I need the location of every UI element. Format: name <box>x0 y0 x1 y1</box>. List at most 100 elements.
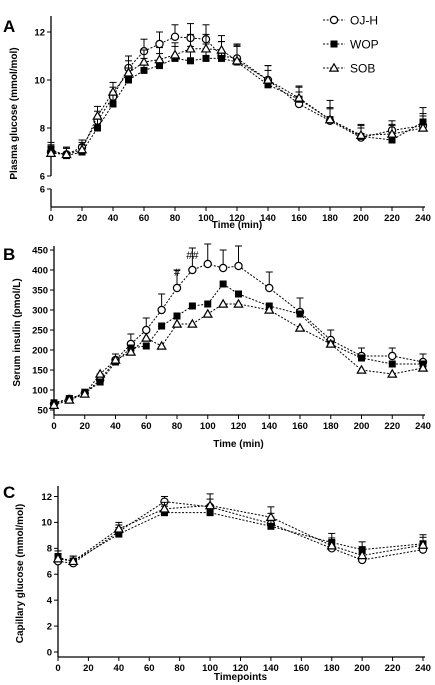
data-point <box>115 530 123 538</box>
data-point <box>171 318 183 328</box>
legend-label: SOB <box>350 62 375 76</box>
data-point <box>96 378 104 386</box>
data-point <box>109 100 117 108</box>
x-tick-label: 160 <box>292 421 308 432</box>
data-point <box>154 54 165 64</box>
data-point <box>216 44 227 54</box>
y-tick-label: 10 <box>34 75 45 86</box>
data-point <box>172 283 182 293</box>
y-tick-label: 2 <box>47 621 52 632</box>
data-point <box>356 364 367 374</box>
data-point <box>358 354 365 362</box>
x-tick-label: 20 <box>77 213 88 224</box>
data-point <box>188 302 196 310</box>
x-tick-label: 200 <box>353 213 369 224</box>
data-point <box>417 362 429 372</box>
data-point <box>52 553 64 563</box>
x-tick-label: 60 <box>144 663 155 674</box>
x-tick-label: 200 <box>354 663 370 674</box>
panel-letter: B <box>3 245 15 264</box>
data-point <box>264 81 272 89</box>
data-point <box>187 57 194 65</box>
data-point <box>218 54 225 62</box>
data-point <box>219 280 227 288</box>
y-tick-label: 0 <box>47 647 52 658</box>
annotation: ## <box>186 250 199 262</box>
data-point <box>113 523 125 533</box>
data-point <box>231 55 243 65</box>
data-point <box>326 540 337 550</box>
data-point <box>234 261 243 271</box>
series-sob <box>45 33 429 159</box>
x-tick-label: 180 <box>324 663 340 674</box>
data-point <box>187 318 198 328</box>
legend-marker <box>329 15 339 25</box>
x-tick-label: 0 <box>55 663 60 674</box>
data-point <box>203 259 212 269</box>
y-tick-label: 150 <box>32 365 48 376</box>
y-tick-label: 450 <box>32 245 48 256</box>
series-sob <box>52 493 429 566</box>
data-point <box>206 509 214 517</box>
data-point <box>265 511 277 521</box>
data-point <box>204 500 216 510</box>
y-tick-label: 300 <box>32 305 48 316</box>
series-line <box>53 303 424 406</box>
data-point <box>67 555 79 566</box>
data-point <box>159 503 170 513</box>
series-line <box>57 505 424 562</box>
legend: OJ-H WOP SOB <box>323 14 379 76</box>
data-point <box>169 49 181 59</box>
data-point <box>325 338 336 348</box>
data-point <box>125 76 132 84</box>
x-tick-label: 20 <box>83 663 94 674</box>
x-tick-label: 220 <box>384 213 400 224</box>
y-tick-label: 8 <box>40 123 45 134</box>
series-oj-h <box>49 243 428 409</box>
data-point <box>76 144 88 154</box>
data-point <box>185 43 196 53</box>
data-point <box>94 368 106 378</box>
legend-item-sob: SOB <box>323 62 375 76</box>
data-point <box>142 325 151 335</box>
y-tick-label: 10 <box>41 518 52 529</box>
data-point <box>45 147 57 157</box>
x-tick-label: 180 <box>323 421 339 432</box>
y-tick-label: 400 <box>32 265 48 276</box>
x-tick-label: 0 <box>51 421 56 432</box>
x-tick-label: 0 <box>48 213 53 224</box>
data-point <box>388 360 396 368</box>
data-point <box>356 550 368 560</box>
x-tick-label: 120 <box>229 213 245 224</box>
series-line <box>57 512 424 562</box>
y-tick-label: 8 <box>47 544 52 555</box>
legend-item-oj-h: OJ-H <box>323 14 378 28</box>
series-sob <box>48 298 429 409</box>
data-point <box>141 332 152 342</box>
data-point <box>92 110 103 120</box>
legend-label: OJ-H <box>350 14 378 28</box>
data-point <box>107 86 119 96</box>
data-point <box>388 136 396 144</box>
data-point <box>235 290 242 298</box>
x-tick-label: 60 <box>141 421 152 432</box>
data-point <box>200 43 212 53</box>
data-point <box>160 509 168 517</box>
x-tick-label: 200 <box>354 421 370 432</box>
data-point <box>265 283 274 293</box>
annotation: # <box>174 267 181 279</box>
x-tick-label: 240 <box>415 663 431 674</box>
x-tick-label: 60 <box>139 213 150 224</box>
x-tick-label: 20 <box>79 421 90 432</box>
legend-item-wop: WOP <box>323 38 379 52</box>
x-tick-label: 80 <box>172 421 183 432</box>
x-tick-label: 240 <box>415 421 431 432</box>
data-point <box>202 54 210 62</box>
x-tick-label: 160 <box>293 663 309 674</box>
x-tick-label: 40 <box>108 213 119 224</box>
panel-letter: C <box>3 483 15 502</box>
y-axis-title: Plasma glucose (mmol/mol) <box>9 47 20 179</box>
